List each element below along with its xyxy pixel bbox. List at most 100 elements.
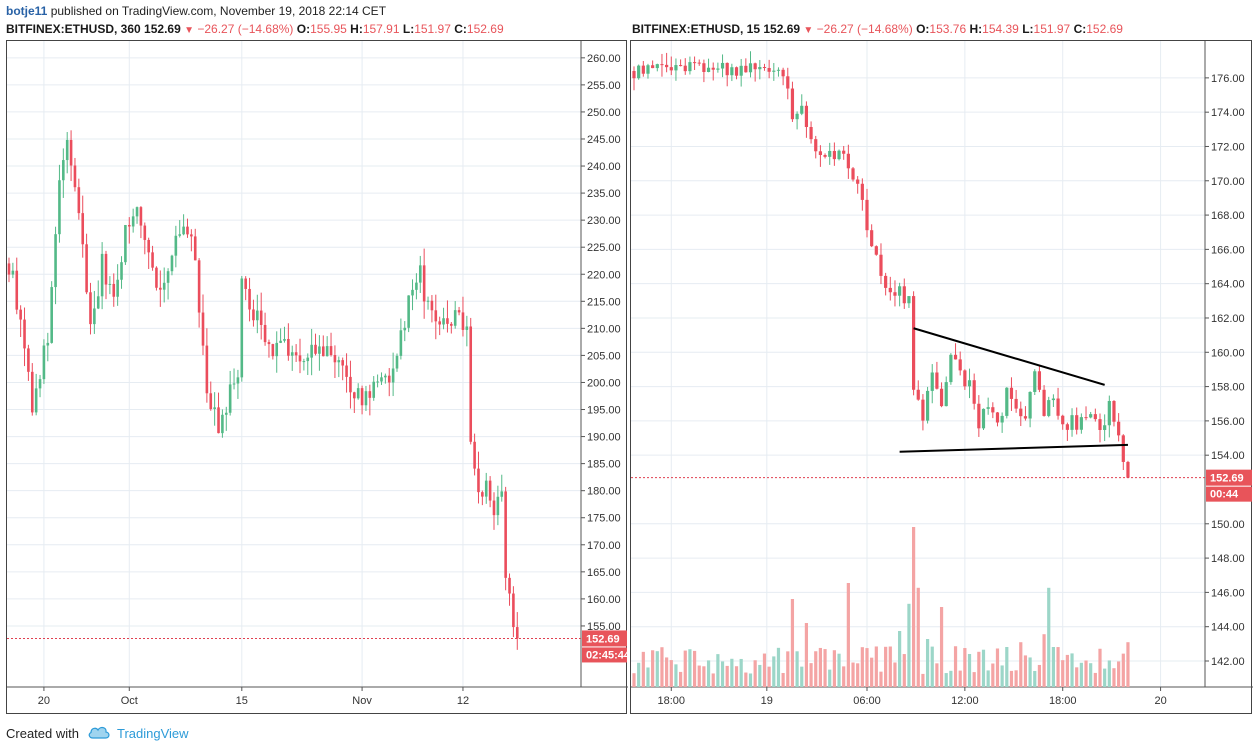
volume-bar	[683, 650, 687, 687]
right-chart-panel[interactable]: 176.00 174.00 172.00 170.00 168.00 166.00 164.…	[630, 40, 1253, 715]
volume-bar	[907, 603, 911, 687]
volume-bar	[832, 650, 836, 687]
candle-body	[818, 151, 822, 156]
volume-bar	[949, 670, 953, 687]
candle-body	[46, 342, 50, 346]
y-tick-label: 190.00	[587, 432, 621, 444]
volume-bar	[786, 651, 790, 687]
volume-bar	[1061, 660, 1065, 687]
candle-body	[283, 338, 286, 341]
candle-body	[30, 371, 34, 413]
volume-bar	[818, 647, 822, 687]
candle-body	[702, 63, 706, 72]
candle-body	[267, 342, 271, 345]
left-chart-panel[interactable]: 260.00 255.00 250.00 245.00 240.00 235.00 230.…	[6, 40, 628, 715]
left-symbol[interactable]: BITFINEX:ETHUSD, 360	[6, 22, 141, 36]
candle-body	[1000, 415, 1004, 423]
volume-bar	[702, 666, 706, 687]
y-tick-label: 158.00	[1211, 382, 1245, 394]
candle-body	[860, 183, 864, 200]
candle-body	[972, 380, 976, 404]
candle-body	[1112, 400, 1116, 422]
y-tick-label: 172.00	[1211, 141, 1245, 153]
candle-body	[823, 155, 827, 157]
publish-text: published on TradingView.com, November 1…	[50, 4, 387, 18]
author-link[interactable]: botje11	[6, 4, 48, 18]
left-high-label: H:	[350, 22, 363, 36]
candle-body	[963, 370, 967, 387]
candle-body	[907, 296, 911, 304]
volume-bar	[991, 663, 995, 687]
y-tick-label: 142.00	[1211, 656, 1245, 668]
candle-body	[842, 150, 846, 154]
candle-body	[469, 326, 473, 442]
candle-body	[236, 377, 240, 384]
candle-body	[411, 289, 414, 296]
candle-body	[767, 67, 771, 72]
x-tick-label: 19	[761, 695, 773, 707]
candle-body	[465, 326, 469, 330]
volume-bar	[1117, 661, 1121, 687]
candle-body	[356, 388, 360, 399]
candle-body	[814, 139, 818, 152]
volume-bar	[930, 646, 934, 687]
volume-bar	[809, 663, 813, 687]
volume-bar	[935, 663, 939, 687]
left-close-label: C:	[454, 22, 467, 36]
candle-body	[201, 312, 205, 346]
candle-body	[1117, 421, 1121, 436]
left-chart-canvas[interactable]: 260.00 255.00 250.00 245.00 240.00 235.00 230.…	[7, 41, 628, 715]
volume-bar	[828, 669, 832, 687]
countdown-badge-text: 00:44	[1210, 489, 1239, 501]
candle-body	[205, 345, 209, 394]
volume-bar	[986, 670, 990, 687]
candle-body	[42, 345, 46, 380]
candle-body	[228, 384, 232, 413]
candle-body	[846, 153, 850, 169]
right-symbol[interactable]: BITFINEX:ETHUSD, 15	[632, 22, 761, 36]
candle-body	[100, 253, 104, 297]
y-tick-label: 175.00	[587, 513, 621, 525]
volume-bar	[944, 673, 948, 687]
candle-body	[772, 70, 776, 72]
candle-body	[147, 239, 150, 253]
candle-body	[217, 407, 220, 434]
candle-body	[27, 348, 30, 372]
candle-body	[302, 361, 306, 363]
candle-body	[259, 310, 263, 325]
right-low-label: L:	[1022, 22, 1034, 36]
volume-bar	[637, 662, 641, 687]
candle-body	[364, 391, 368, 406]
volume-bar	[888, 646, 892, 687]
volume-bar	[916, 587, 920, 687]
candle-body	[38, 379, 42, 389]
tradingview-brand-link[interactable]: TradingView	[116, 725, 189, 741]
candle-body	[916, 389, 920, 400]
candle-body	[637, 65, 641, 79]
candle-body	[711, 67, 715, 70]
candle-body	[457, 310, 461, 313]
trendline[interactable]	[913, 327, 1105, 386]
volume-bar	[725, 665, 729, 687]
volume-bar	[1023, 655, 1028, 687]
volume-bar	[651, 650, 655, 687]
volume-bar	[758, 664, 762, 687]
publish-attribution: botje11 published on TradingView.com, No…	[6, 4, 386, 20]
y-tick-label: 200.00	[587, 377, 621, 389]
candle-body	[865, 199, 869, 231]
trendline[interactable]	[899, 443, 1128, 453]
right-chart-canvas[interactable]: 176.00 174.00 172.00 170.00 168.00 166.00 164.…	[631, 41, 1253, 715]
candle-body	[310, 344, 313, 358]
candle-body	[646, 65, 650, 74]
candle-body	[271, 344, 275, 357]
right-last-price: 152.69	[763, 22, 801, 36]
volume-bar	[893, 662, 897, 687]
volume-bar	[800, 666, 804, 687]
candle-body	[151, 252, 154, 268]
candle-body	[1075, 415, 1079, 430]
candle-body	[7, 263, 11, 275]
candle-body	[776, 69, 781, 71]
candle-body	[1019, 408, 1023, 417]
candle-body	[935, 372, 939, 389]
created-with-label: Created with	[6, 725, 79, 741]
